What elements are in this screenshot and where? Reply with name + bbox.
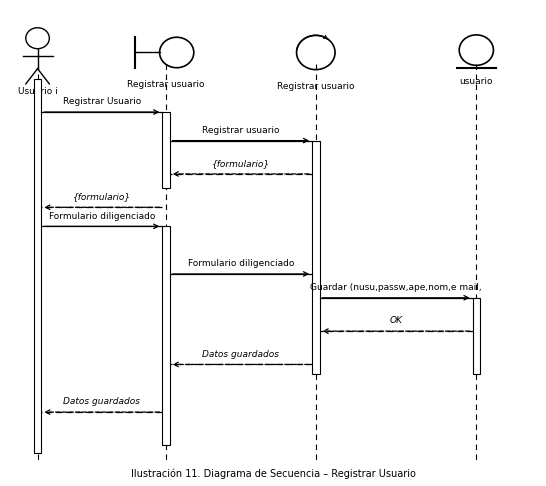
Bar (312, 140, 319, 374)
Text: Registrar usuario: Registrar usuario (127, 80, 205, 88)
Bar (473, 298, 480, 374)
Bar (162, 226, 170, 445)
Text: Datos guardados: Datos guardados (203, 350, 280, 359)
Text: Registrar Usuario: Registrar Usuario (63, 97, 141, 106)
Text: {formulario}: {formulario} (212, 159, 270, 168)
Text: OK: OK (389, 316, 402, 326)
Text: Datos guardados: Datos guardados (63, 398, 140, 406)
Text: {formulario}: {formulario} (73, 192, 131, 202)
Text: Registrar usuario: Registrar usuario (277, 82, 354, 90)
Bar (34, 79, 41, 452)
Text: Formulario diligenciado: Formulario diligenciado (188, 259, 294, 268)
Text: Formulario diligenciado: Formulario diligenciado (49, 211, 155, 221)
Text: Usuario i: Usuario i (17, 87, 57, 96)
Text: Registrar usuario: Registrar usuario (202, 126, 280, 135)
Text: usuario: usuario (460, 77, 493, 86)
Text: Guardar (nusu,passw,ape,nom,e mail,: Guardar (nusu,passw,ape,nom,e mail, (310, 283, 482, 292)
Bar (162, 112, 170, 188)
Text: Ilustración 11. Diagrama de Secuencia – Registrar Usuario: Ilustración 11. Diagrama de Secuencia – … (130, 468, 416, 479)
